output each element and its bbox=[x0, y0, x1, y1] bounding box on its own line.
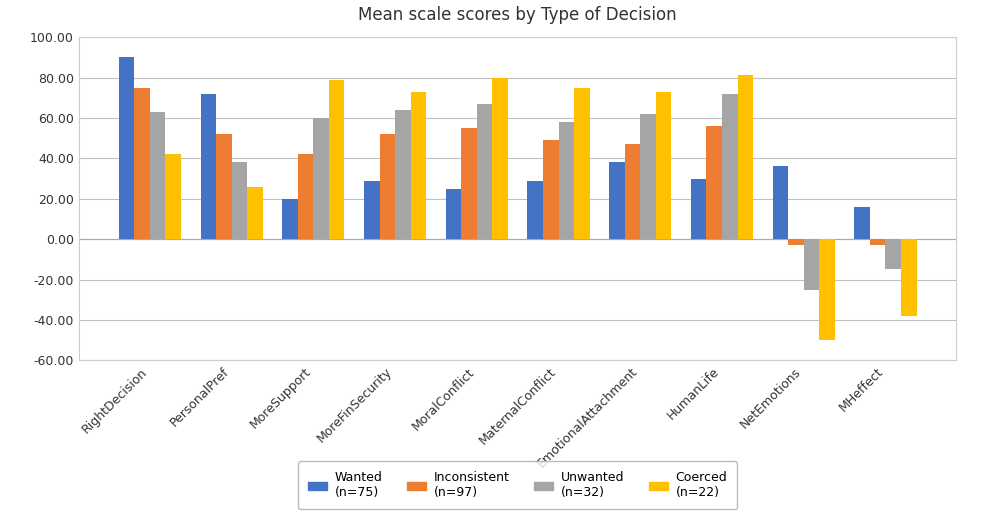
Bar bbox=[247, 187, 262, 239]
Bar bbox=[819, 239, 835, 340]
Bar bbox=[216, 134, 232, 239]
Bar bbox=[446, 189, 461, 239]
Bar bbox=[395, 110, 410, 239]
Bar bbox=[738, 75, 753, 239]
Bar bbox=[380, 134, 395, 239]
Bar bbox=[200, 94, 216, 239]
Bar bbox=[574, 87, 590, 239]
Bar bbox=[558, 122, 574, 239]
Bar bbox=[804, 239, 819, 290]
Bar bbox=[691, 179, 706, 239]
Bar bbox=[706, 126, 722, 239]
Bar bbox=[773, 166, 788, 239]
Bar bbox=[788, 239, 804, 245]
Bar bbox=[364, 181, 380, 239]
Bar bbox=[461, 128, 477, 239]
Bar bbox=[885, 239, 901, 269]
Bar bbox=[118, 57, 134, 239]
Bar bbox=[232, 162, 247, 239]
Bar bbox=[640, 114, 656, 239]
Bar bbox=[477, 104, 492, 239]
Legend: Wanted
(n=75), Inconsistent
(n=97), Unwanted
(n=32), Coerced
(n=22): Wanted (n=75), Inconsistent (n=97), Unwa… bbox=[298, 461, 738, 509]
Bar bbox=[543, 140, 558, 239]
Bar bbox=[901, 239, 917, 316]
Bar bbox=[150, 112, 166, 239]
Bar bbox=[528, 181, 543, 239]
Bar bbox=[166, 154, 180, 239]
Bar bbox=[329, 80, 344, 239]
Title: Mean scale scores by Type of Decision: Mean scale scores by Type of Decision bbox=[358, 6, 677, 24]
Bar bbox=[492, 77, 508, 239]
Bar bbox=[625, 144, 640, 239]
Bar bbox=[870, 239, 885, 245]
Bar bbox=[656, 92, 671, 239]
Bar bbox=[298, 154, 314, 239]
Bar bbox=[282, 199, 298, 239]
Bar bbox=[134, 87, 150, 239]
Bar bbox=[410, 92, 426, 239]
Bar bbox=[609, 162, 625, 239]
Bar bbox=[314, 118, 329, 239]
Bar bbox=[722, 94, 738, 239]
Bar bbox=[855, 207, 870, 239]
